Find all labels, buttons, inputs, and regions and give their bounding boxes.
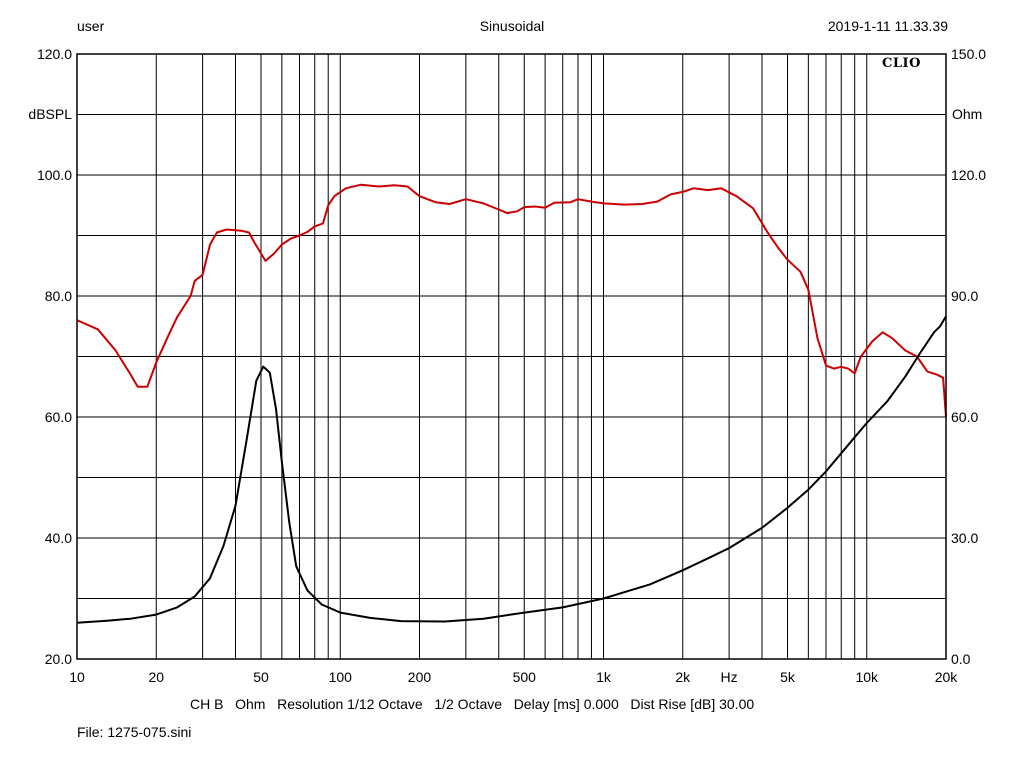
- x-unit-label: Hz: [720, 669, 738, 685]
- x-tick-label: 20k: [934, 669, 958, 685]
- clio-logo: CLIO: [882, 56, 921, 71]
- y-left-tick-label: 20.0: [44, 651, 72, 667]
- x-tick-label: 100: [328, 669, 352, 685]
- y-left-tick-label: 40.0: [44, 530, 72, 546]
- y-right-unit-label: Ohm: [952, 106, 983, 122]
- y-right-tick-label: 30.0: [951, 530, 979, 546]
- spl-curve: [76, 183, 947, 418]
- major-grid: [77, 114, 946, 599]
- y-right-tick-label: 90.0: [951, 288, 979, 304]
- y-right-tick-label: 60.0: [951, 409, 979, 425]
- measurement-settings: CH B Ohm Resolution 1/12 Octave 1/2 Octa…: [190, 696, 755, 712]
- x-tick-label: 2k: [675, 669, 691, 685]
- impedance-curve: [76, 315, 947, 624]
- y-right-tick-label: 150.0: [951, 46, 987, 62]
- y-left-tick-label: 120.0: [36, 46, 72, 62]
- x-tick-label: 10k: [855, 669, 879, 685]
- x-tick-label: 1k: [596, 669, 611, 685]
- plot-frame: [76, 53, 947, 660]
- x-tick-label: 50: [253, 669, 269, 685]
- x-tick-label: 10: [69, 669, 85, 685]
- x-tick-label: 200: [407, 669, 432, 685]
- y-right-tick-label: 0.0: [951, 651, 971, 667]
- y-left-tick-label: 80.0: [44, 288, 72, 304]
- header-datetime: 2019-1-11 11.33.39: [827, 18, 948, 34]
- y-left-tick-label: 100.0: [36, 167, 72, 183]
- y-left-unit-label: dBSPL: [28, 106, 72, 122]
- series-layer: [76, 183, 947, 624]
- file-name: File: 1275-075.sini: [77, 724, 192, 740]
- y-left-tick-label: 60.0: [44, 409, 72, 425]
- x-tick-label: 500: [512, 669, 536, 685]
- x-tick-label: 5k: [780, 669, 795, 685]
- header-measurement-mode: Sinusoidal: [479, 18, 545, 34]
- x-tick-label: 20: [148, 669, 165, 685]
- y-right-tick-label: 120.0: [951, 167, 987, 183]
- header-user: user: [77, 18, 105, 34]
